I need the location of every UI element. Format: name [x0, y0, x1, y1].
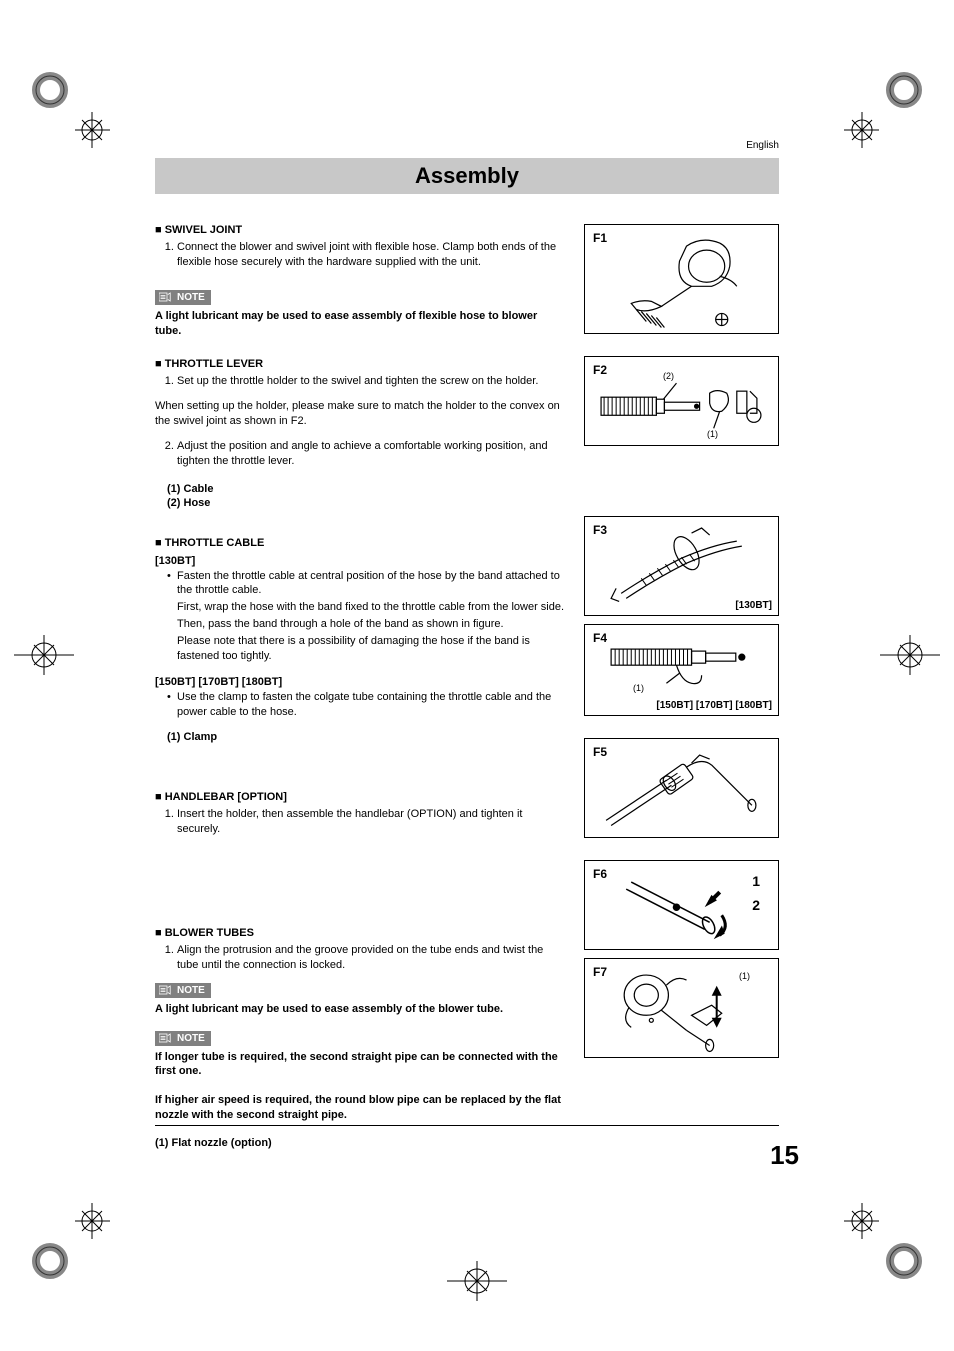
cable-model-b: [150BT] [170BT] [180BT]: [155, 676, 566, 688]
illustration-clamp: [591, 631, 772, 709]
illustration-blower: [591, 231, 772, 332]
section-throttle-lever: THROTTLE LEVER Set up the throttle holde…: [155, 358, 566, 508]
callout-f2-2: (2): [663, 371, 674, 381]
figure-f7: F7 (1): [584, 958, 779, 1058]
cable-line-a1: First, wrap the hose with the band fixed…: [177, 600, 566, 615]
fig-label-f5: F5: [593, 745, 607, 759]
page-content: English Assembly SWIVEL JOINT Connect th…: [155, 140, 779, 1169]
heading-swivel: SWIVEL JOINT: [155, 224, 566, 236]
note-badge: NOTE: [155, 290, 211, 305]
fig-model-f4: [150BT] [170BT] [180BT]: [656, 700, 772, 711]
fig-label-f2: F2: [593, 363, 607, 377]
page-number: 15: [770, 1140, 799, 1171]
throttle-lever-item-1: Set up the throttle holder to the swivel…: [177, 374, 566, 389]
cable-bullet-a: Fasten the throttle cable at central pos…: [167, 569, 566, 599]
figure-f6: F6 1 2: [584, 860, 779, 950]
note-badge-2: NOTE: [155, 983, 211, 998]
heading-throttle-cable: THROTTLE CABLE: [155, 537, 566, 549]
crop-mark-ml: [14, 635, 74, 675]
cable-line-a2: Then, pass the band through a hole of th…: [177, 617, 566, 632]
note-badge-3: NOTE: [155, 1031, 211, 1046]
section-blower-tubes: BLOWER TUBES Align the protrusion and th…: [155, 927, 566, 1149]
left-column: SWIVEL JOINT Connect the blower and swiv…: [155, 224, 566, 1169]
fig-label-f6: F6: [593, 867, 607, 881]
fig-model-f3: [130BT]: [735, 600, 772, 611]
illustration-holder: [591, 363, 772, 443]
figure-f3: F3 [130BT]: [584, 516, 779, 616]
illustration-handlebar: [591, 745, 772, 836]
page-title: Assembly: [415, 163, 519, 189]
callout-f2-1: (1): [707, 429, 718, 439]
throttle-lever-item-2: Adjust the position and angle to achieve…: [177, 439, 566, 469]
fig-label-f4: F4: [593, 631, 607, 645]
figure-f5: F5: [584, 738, 779, 838]
note-icon: [159, 292, 173, 302]
title-bar: Assembly: [155, 158, 779, 194]
crop-mark-tl: [30, 70, 110, 150]
note-label: NOTE: [177, 292, 205, 303]
blower-note3: If higher air speed is required, the rou…: [155, 1093, 566, 1123]
language-label: English: [746, 140, 779, 151]
figure-f2: F2 (2) (1): [584, 356, 779, 446]
blower-ref1: (1) Flat nozzle (option): [155, 1137, 566, 1149]
crop-mark-br: [844, 1201, 924, 1281]
cable-line-a3: Please note that there is a possibility …: [177, 634, 566, 664]
cable-ref1: (1) Clamp: [167, 731, 566, 743]
callout-f6-1: 1: [752, 873, 760, 889]
crop-mark-mr: [880, 635, 940, 675]
cable-bullet-b: Use the clamp to fasten the colgate tube…: [167, 690, 566, 720]
heading-throttle-lever: THROTTLE LEVER: [155, 358, 566, 370]
right-column: F1 F2 (2) (1): [584, 224, 779, 1169]
callout-f7-1: (1): [739, 971, 750, 981]
throttle-lever-ref1: (1) Cable: [167, 483, 566, 495]
note-icon: [159, 985, 173, 995]
fig-label-f1: F1: [593, 231, 607, 245]
crop-mark-tr: [844, 70, 924, 150]
figure-f4: F4 (1) [150BT] [170BT] [180BT]: [584, 624, 779, 716]
fig-label-f7: F7: [593, 965, 607, 979]
throttle-lever-para: When setting up the holder, please make …: [155, 399, 566, 429]
swivel-note: A light lubricant may be used to ease as…: [155, 309, 566, 339]
callout-f6-2: 2: [752, 897, 760, 913]
fig-label-f3: F3: [593, 523, 607, 537]
crop-mark-bl: [30, 1201, 110, 1281]
section-throttle-cable: THROTTLE CABLE [130BT] Fasten the thrott…: [155, 537, 566, 744]
footer-rule: [155, 1125, 779, 1126]
section-handlebar: HANDLEBAR [OPTION] Insert the holder, th…: [155, 791, 566, 837]
blower-item-1: Align the protrusion and the groove prov…: [177, 943, 566, 973]
cable-model-a: [130BT]: [155, 555, 566, 567]
note-label: NOTE: [177, 1033, 205, 1044]
swivel-item-1: Connect the blower and swivel joint with…: [177, 240, 566, 270]
blower-note1: A light lubricant may be used to ease as…: [155, 1002, 566, 1017]
figure-f1: F1: [584, 224, 779, 334]
illustration-tube-twist: [591, 867, 772, 947]
crop-mark-bc: [447, 1261, 507, 1301]
section-swivel-joint: SWIVEL JOINT Connect the blower and swiv…: [155, 224, 566, 338]
handlebar-item-1: Insert the holder, then assemble the han…: [177, 807, 566, 837]
blower-note2: If longer tube is required, the second s…: [155, 1050, 566, 1080]
heading-blower-tubes: BLOWER TUBES: [155, 927, 566, 939]
throttle-lever-ref2: (2) Hose: [167, 497, 566, 509]
heading-handlebar: HANDLEBAR [OPTION]: [155, 791, 566, 803]
callout-f4-1: (1): [633, 683, 644, 693]
note-label: NOTE: [177, 985, 205, 996]
note-icon: [159, 1033, 173, 1043]
